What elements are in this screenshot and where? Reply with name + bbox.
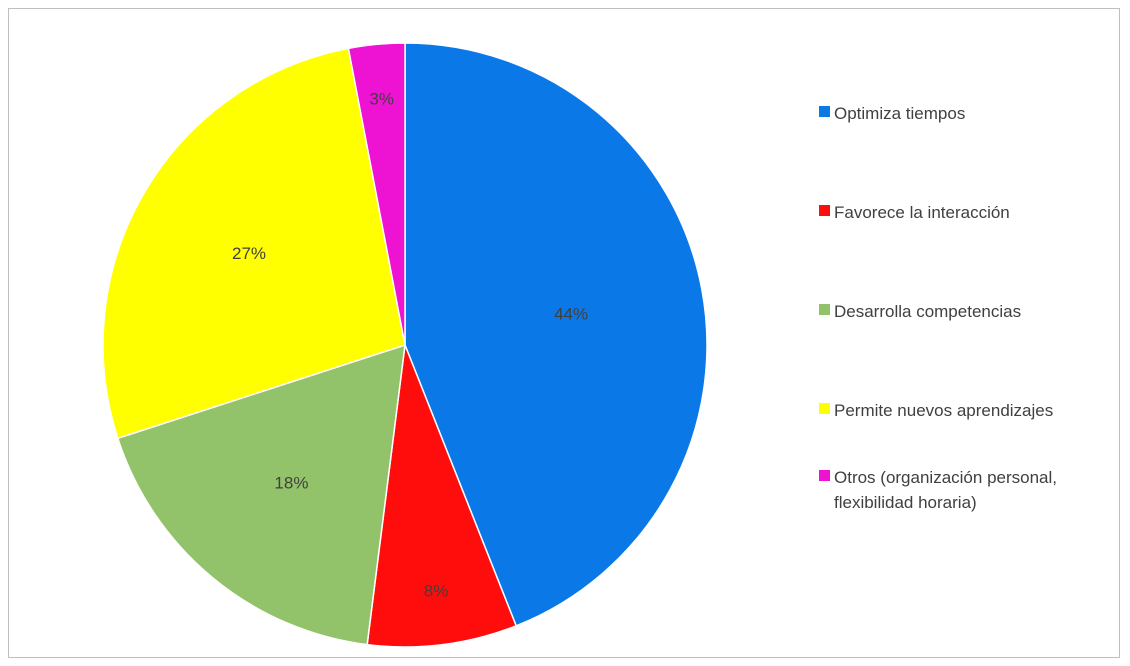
pie-slice [347, 42, 406, 346]
chart-area: 44% 8% 18% 27% 3% Optimiza tiempos Favorece l… [8, 8, 1120, 658]
legend-swatch [819, 106, 830, 117]
legend-item: Favorece la interacción [819, 200, 1119, 225]
legend-swatch [819, 304, 830, 315]
legend-swatch [819, 470, 830, 481]
legend-item: Permite nuevos aprendizajes [819, 398, 1119, 423]
legend: Optimiza tiempos Favorece la interacción D… [819, 101, 1119, 515]
legend-item: Otros (organización personal, flexibilid… [819, 465, 1119, 515]
pie-slice [404, 42, 708, 627]
legend-label: Optimiza tiempos [834, 104, 966, 123]
data-label: 3% [369, 89, 394, 108]
pie-slice [116, 343, 406, 646]
pie-slice [102, 47, 406, 440]
data-label: 8% [424, 582, 449, 601]
legend-swatch [819, 205, 830, 216]
legend-item: Optimiza tiempos [819, 101, 1119, 126]
legend-item: Desarrolla competencias [819, 299, 1119, 324]
pie-slice [366, 344, 518, 648]
legend-label: Permite nuevos aprendizajes [834, 401, 1054, 420]
data-label: 18% [274, 473, 308, 492]
legend-swatch [819, 403, 830, 414]
pie-chart: 44% 8% 18% 27% 3% [102, 42, 708, 648]
legend-label: Otros (organización personal, flexibilid… [834, 468, 1058, 512]
data-label: 27% [232, 244, 266, 263]
legend-label: Desarrolla competencias [834, 302, 1022, 321]
data-label: 44% [554, 304, 588, 323]
legend-label: Favorece la interacción [834, 203, 1010, 222]
